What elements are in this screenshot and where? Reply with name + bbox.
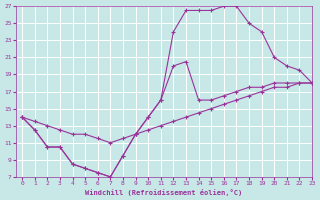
X-axis label: Windchill (Refroidissement éolien,°C): Windchill (Refroidissement éolien,°C) [85, 189, 243, 196]
